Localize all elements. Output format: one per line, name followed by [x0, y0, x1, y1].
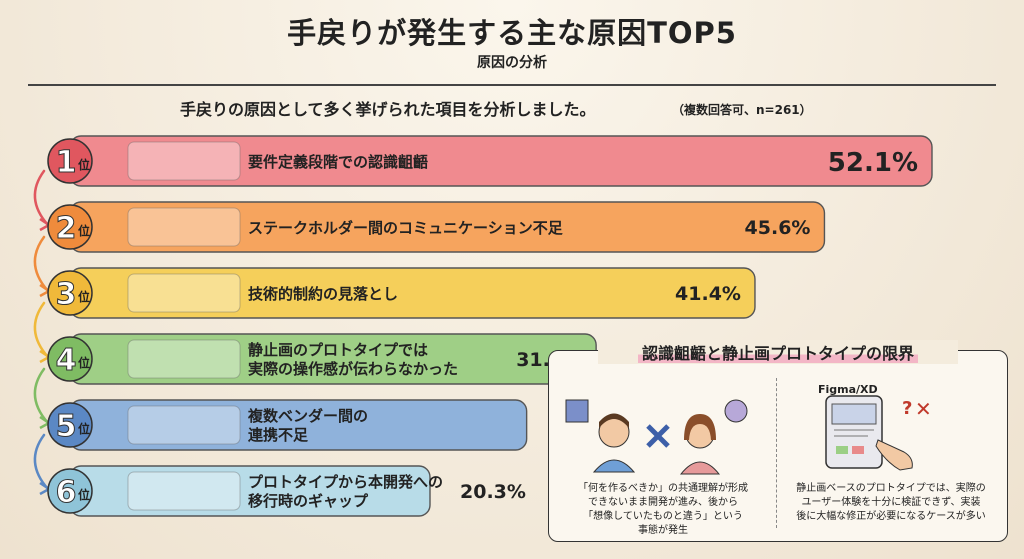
rank-suffix-1: 位 — [78, 157, 90, 172]
panel-title: 認識齟齬と静止画プロトタイプの限界 — [598, 340, 958, 364]
rank-circle-5 — [47, 402, 93, 448]
intro-text: 手戻りの原因として多く挙げられた項目を分析しました。 — [180, 100, 596, 119]
right-caption-line: ユーザー体験を十分に検証できず、実装 — [801, 497, 981, 508]
connector-arrow-1 — [33, 169, 50, 227]
category-label-1: 要件定義段階での認識齟齬 — [248, 153, 428, 171]
category-label-5: 連携不足 — [248, 426, 309, 444]
left-caption-line: できないまま開発が進み、後から — [588, 497, 738, 508]
bar-illustration-6 — [127, 471, 241, 511]
rank-circle-3 — [47, 270, 93, 316]
category-label-4: 実際の操作感が伝わらなかった — [248, 360, 458, 378]
left-caption-line: 「想像していたものと違う」という — [583, 511, 743, 522]
panel-divider — [776, 378, 777, 528]
right-caption: 静止画ベースのプロトタイプでは、実際の ユーザー体験を十分に検証できず、実装 後… — [780, 482, 1002, 524]
page-title: 手戻りが発生する主な原因TOP5 — [287, 16, 737, 50]
value-label-1: 52.1% — [828, 148, 918, 178]
category-label-6: プロトタイプから本開発への — [248, 473, 443, 491]
category-label-6: 移行時のギャップ — [248, 492, 369, 510]
rank-suffix-3: 位 — [78, 289, 90, 304]
page-subtitle: 原因の分析 — [477, 55, 547, 71]
value-label-3: 41.4% — [675, 283, 741, 305]
bar-illustration-1 — [127, 141, 241, 181]
bar-illustration-2 — [127, 207, 241, 247]
category-label-3: 技術的制約の見落とし — [248, 285, 398, 303]
rank-number-6: 6 — [56, 475, 77, 510]
rank-circle-2 — [47, 204, 93, 250]
rank-number-5: 5 — [56, 409, 77, 444]
rank-suffix-4: 位 — [78, 355, 90, 370]
value-label-2: 45.6% — [745, 217, 811, 239]
rank-number-3: 3 — [56, 277, 77, 312]
right-caption-line: 静止画ベースのプロトタイプでは、実際の — [796, 483, 986, 494]
figma-label: Figma/XD — [818, 383, 878, 396]
panel-title-text: 認識齟齬と静止画プロトタイプの限界 — [637, 344, 918, 363]
bar-illustration-5 — [127, 405, 241, 445]
category-label-5: 複数ベンダー間の — [247, 407, 368, 425]
bar-illustration-4 — [127, 339, 241, 379]
rank-suffix-2: 位 — [78, 223, 90, 238]
connector-arrow-5 — [33, 433, 50, 491]
title-divider — [28, 84, 996, 86]
rank-suffix-5: 位 — [78, 421, 90, 436]
left-caption-line: 「何を作るべきか」の共通理解が形成 — [578, 483, 748, 494]
rank-suffix-6: 位 — [78, 487, 90, 502]
category-label-2: ステークホルダー間のコミュニケーション不足 — [248, 219, 564, 237]
rank-circle-4 — [47, 336, 93, 382]
left-caption-line: 事態が発生 — [638, 525, 688, 536]
bar-illustration-3 — [127, 273, 241, 313]
value-label-6: 20.3% — [460, 481, 526, 503]
rank-circle-1 — [47, 138, 93, 184]
left-caption: 「何を作るべきか」の共通理解が形成 できないまま開発が進み、後から 「想像してい… — [556, 482, 770, 538]
rank-number-1: 1 — [56, 145, 77, 180]
connector-arrow-2 — [33, 235, 50, 293]
connector-arrow-3 — [33, 301, 50, 359]
category-label-4: 静止画のプロトタイプでは — [248, 341, 428, 359]
right-caption-line: 後に大幅な修正が必要になるケースが多い — [796, 511, 986, 522]
intro-note: （複数回答可、n=261） — [672, 103, 812, 117]
rank-circle-6 — [47, 468, 93, 514]
rank-number-2: 2 — [56, 211, 77, 246]
connector-arrow-4 — [33, 367, 50, 425]
rank-number-4: 4 — [56, 343, 77, 378]
